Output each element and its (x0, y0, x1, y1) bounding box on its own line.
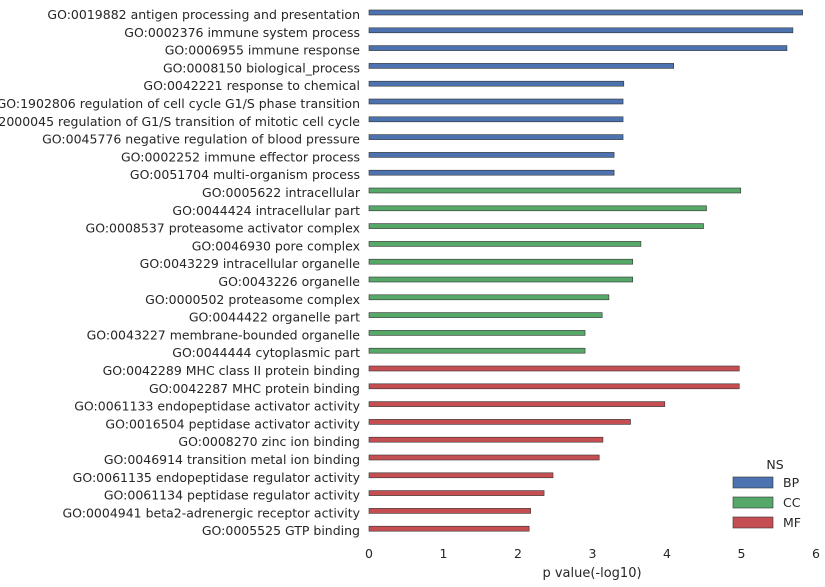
category-label: GO:0044424 intracellular part (172, 203, 360, 218)
category-label: GO:0006955 immune response (165, 43, 361, 58)
bar-cc (368, 241, 642, 247)
category-label: GO:0061133 endopeptidase activator activ… (74, 399, 360, 414)
bar-cc (368, 187, 742, 194)
x-tick-label: 2 (514, 546, 522, 561)
bar-mf (368, 383, 740, 390)
bar-mf (368, 472, 554, 479)
x-tick-label: 3 (589, 546, 597, 561)
category-label: GO:0061135 endopeptidase regulator activ… (73, 470, 361, 485)
bars-layer (368, 9, 803, 532)
bar-mf (368, 525, 530, 532)
category-label: GO:1902806 regulation of cell cycle G1/S… (0, 96, 360, 111)
x-axis-label: p value(-log10) (542, 566, 641, 581)
bar-cc (368, 276, 634, 283)
bar-bp (368, 116, 624, 123)
category-label: GO:0044444 cytoplasmic part (172, 345, 360, 360)
category-label: GO:0043226 organelle (218, 274, 360, 289)
category-label: GO:0008150 biological_process (163, 60, 360, 75)
category-label: GO:0042289 MHC class II protein binding (103, 363, 360, 378)
bar-bp (368, 169, 615, 176)
bar-bp (368, 63, 675, 69)
legend-label: MF (783, 515, 801, 530)
category-label: GO:0042287 MHC protein binding (149, 381, 360, 396)
bar-cc (368, 205, 707, 212)
legend-label: CC (783, 495, 801, 510)
legend-title: NS (766, 457, 783, 472)
category-label: GO:0008537 proteasome activator complex (86, 221, 360, 236)
bar-mf (368, 436, 604, 443)
category-label: GO:0002252 immune effector process (121, 149, 360, 164)
category-label: GO:0051704 multi-organism process (130, 167, 360, 182)
category-label: GO:0019882 antigen processing and presen… (47, 7, 360, 22)
bar-bp (368, 152, 615, 158)
bar-cc (368, 347, 586, 354)
bar-mf (368, 508, 531, 514)
category-label: GO:0016504 peptidase activator activity (105, 416, 360, 431)
category-label: GO:0005622 intracellular (202, 185, 361, 200)
x-tick-label: 4 (663, 546, 671, 561)
bar-cc (368, 312, 603, 318)
legend: NS BP CC MF (732, 457, 801, 530)
category-label: GO:0002376 immune system process (124, 25, 360, 40)
bar-mf (368, 419, 631, 425)
bar-bp (368, 80, 625, 87)
bar-bp (368, 98, 624, 105)
x-tick-label: 5 (738, 546, 746, 561)
category-label: GO:0061134 peptidase regulator activity (104, 488, 361, 503)
bar-bp (368, 134, 624, 140)
category-label: GO:2000045 regulation of G1/S transition… (0, 114, 360, 129)
category-label: GO:0042221 response to chemical (143, 78, 360, 93)
category-label: GO:0008270 zinc ion binding (178, 434, 360, 449)
x-tick-label: 0 (365, 546, 373, 561)
bar-mf (368, 490, 545, 496)
category-label: GO:0005525 GTP binding (202, 523, 360, 538)
category-label: GO:0043227 membrane-bounded organelle (87, 327, 361, 342)
legend-label: BP (783, 475, 800, 490)
legend-swatch-mf (732, 516, 774, 529)
legend-swatch-cc (732, 496, 774, 509)
bar-bp (368, 27, 794, 34)
bar-mf (368, 365, 740, 372)
bar-cc (368, 223, 704, 229)
category-labels: GO:0019882 antigen processing and presen… (0, 7, 361, 538)
bar-mf (368, 401, 666, 407)
bar-bp (368, 9, 803, 16)
bar-cc (368, 330, 586, 336)
category-label: GO:0046914 transition metal ion binding (104, 452, 360, 467)
legend-swatch-bp (732, 476, 774, 489)
x-tick-label: 1 (440, 546, 448, 561)
category-label: GO:0045776 negative regulation of blood … (42, 132, 360, 147)
x-tick-label: 6 (812, 546, 820, 561)
bar-bp (368, 45, 788, 51)
x-axis: 0 1 2 3 4 5 6 (365, 546, 820, 561)
category-label: GO:0000502 proteasome complex (145, 292, 360, 307)
bar-cc (368, 294, 610, 301)
category-label: GO:0043229 intracellular organelle (140, 256, 361, 271)
category-label: GO:0044422 organelle part (189, 310, 360, 325)
bar-mf (368, 454, 600, 461)
category-label: GO:0046930 pore complex (192, 238, 360, 253)
bar-cc (368, 258, 634, 265)
category-label: GO:0004941 beta2-adrenergic receptor act… (62, 505, 360, 520)
